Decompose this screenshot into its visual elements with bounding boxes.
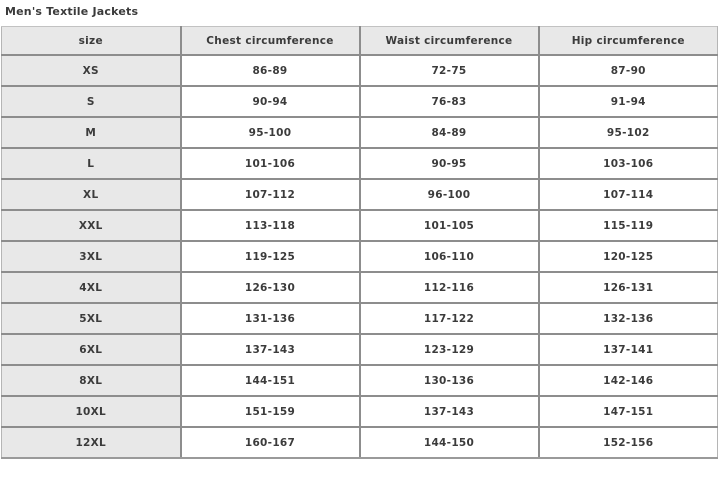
value-cell: 151-159 bbox=[179, 395, 361, 428]
value-cell: 90-94 bbox=[179, 85, 361, 118]
size-cell: 4XL bbox=[1, 271, 182, 304]
value-cell: 84-89 bbox=[358, 116, 540, 149]
value-cell: 152-156 bbox=[537, 426, 718, 459]
value-cell: 103-106 bbox=[537, 147, 718, 180]
size-cell: 3XL bbox=[1, 240, 182, 273]
table-row: S 90-94 76-83 91-94 bbox=[1, 85, 718, 118]
value-cell: 142-146 bbox=[537, 364, 718, 397]
value-cell: 115-119 bbox=[537, 209, 718, 242]
value-cell: 126-130 bbox=[179, 271, 361, 304]
size-cell: 12XL bbox=[1, 426, 182, 459]
value-cell: 160-167 bbox=[179, 426, 361, 459]
table-body: XS 86-89 72-75 87-90 S 90-94 76-83 91-94 M 95-100… bbox=[1, 54, 718, 459]
size-cell: XL bbox=[1, 178, 182, 211]
value-cell: 87-90 bbox=[537, 54, 718, 87]
size-cell: XS bbox=[1, 54, 182, 87]
value-cell: 137-141 bbox=[537, 333, 718, 366]
table-row: 3XL 119-125 106-110 120-125 bbox=[1, 240, 718, 273]
value-cell: 72-75 bbox=[358, 54, 540, 87]
value-cell: 95-100 bbox=[179, 116, 361, 149]
size-chart-table: size Chest circumference Waist circumfer… bbox=[1, 26, 718, 459]
table-row: XXL 113-118 101-105 115-119 bbox=[1, 209, 718, 242]
value-cell: 147-151 bbox=[537, 395, 718, 428]
size-cell: 10XL bbox=[1, 395, 182, 428]
value-cell: 101-106 bbox=[179, 147, 361, 180]
value-cell: 91-94 bbox=[537, 85, 718, 118]
value-cell: 144-151 bbox=[179, 364, 361, 397]
size-cell: 5XL bbox=[1, 302, 182, 335]
header-row: size Chest circumference Waist circumfer… bbox=[1, 26, 718, 56]
value-cell: 107-112 bbox=[179, 178, 361, 211]
size-cell: 6XL bbox=[1, 333, 182, 366]
value-cell: 90-95 bbox=[358, 147, 540, 180]
value-cell: 144-150 bbox=[358, 426, 540, 459]
value-cell: 112-116 bbox=[358, 271, 540, 304]
value-cell: 86-89 bbox=[179, 54, 361, 87]
table-row: L 101-106 90-95 103-106 bbox=[1, 147, 718, 180]
value-cell: 76-83 bbox=[358, 85, 540, 118]
value-cell: 95-102 bbox=[537, 116, 718, 149]
column-header-waist: Waist circumference bbox=[358, 26, 540, 56]
column-header-hip: Hip circumference bbox=[537, 26, 718, 56]
table-row: XS 86-89 72-75 87-90 bbox=[1, 54, 718, 87]
table-row: 4XL 126-130 112-116 126-131 bbox=[1, 271, 718, 304]
page-title: Men's Textile Jackets bbox=[5, 5, 139, 18]
value-cell: 120-125 bbox=[537, 240, 718, 273]
table-row: 5XL 131-136 117-122 132-136 bbox=[1, 302, 718, 335]
value-cell: 130-136 bbox=[358, 364, 540, 397]
value-cell: 137-143 bbox=[358, 395, 540, 428]
table-row: XL 107-112 96-100 107-114 bbox=[1, 178, 718, 211]
value-cell: 123-129 bbox=[358, 333, 540, 366]
table-row: 8XL 144-151 130-136 142-146 bbox=[1, 364, 718, 397]
value-cell: 137-143 bbox=[179, 333, 361, 366]
column-header-size: size bbox=[1, 26, 182, 56]
value-cell: 107-114 bbox=[537, 178, 718, 211]
table-row: 10XL 151-159 137-143 147-151 bbox=[1, 395, 718, 428]
value-cell: 106-110 bbox=[358, 240, 540, 273]
value-cell: 131-136 bbox=[179, 302, 361, 335]
size-cell: M bbox=[1, 116, 182, 149]
value-cell: 101-105 bbox=[358, 209, 540, 242]
value-cell: 132-136 bbox=[537, 302, 718, 335]
size-cell: XXL bbox=[1, 209, 182, 242]
table-row: 12XL 160-167 144-150 152-156 bbox=[1, 426, 718, 459]
table-row: 6XL 137-143 123-129 137-141 bbox=[1, 333, 718, 366]
column-header-chest: Chest circumference bbox=[179, 26, 361, 56]
value-cell: 96-100 bbox=[358, 178, 540, 211]
value-cell: 126-131 bbox=[537, 271, 718, 304]
size-cell: L bbox=[1, 147, 182, 180]
value-cell: 117-122 bbox=[358, 302, 540, 335]
value-cell: 119-125 bbox=[179, 240, 361, 273]
value-cell: 113-118 bbox=[179, 209, 361, 242]
size-cell: S bbox=[1, 85, 182, 118]
table-header: size Chest circumference Waist circumfer… bbox=[1, 26, 718, 56]
table-row: M 95-100 84-89 95-102 bbox=[1, 116, 718, 149]
size-cell: 8XL bbox=[1, 364, 182, 397]
